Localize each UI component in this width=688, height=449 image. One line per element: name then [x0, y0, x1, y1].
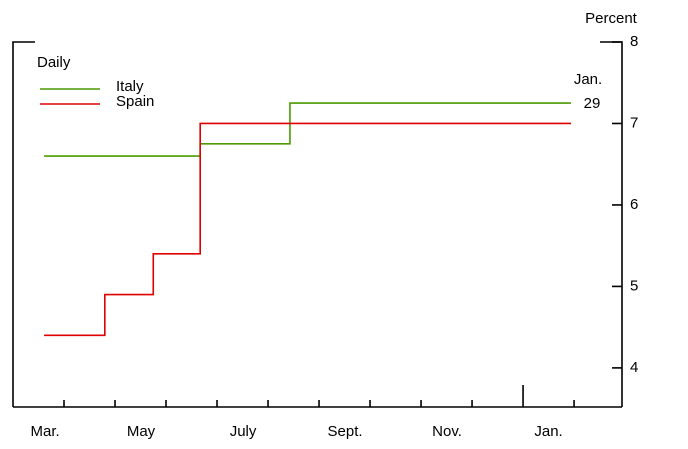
line [44, 102, 571, 157]
x-tick-label: Nov. [432, 423, 462, 440]
y-tick-label: 6 [630, 196, 638, 213]
y-tick-label: 5 [630, 277, 638, 294]
annotation: 29 [584, 95, 601, 112]
y-tick-label: 4 [630, 359, 638, 376]
annotation: Jan. [574, 71, 602, 88]
legend-label: Italy [116, 78, 144, 95]
y-axis-label: Percent [585, 10, 638, 27]
frame [12, 41, 623, 408]
x-tick-label: Jan. [534, 423, 562, 440]
y-tick-label: 7 [630, 114, 638, 131]
x-tick-label: July [230, 423, 257, 440]
legend-label: Spain [116, 93, 154, 110]
x-tick-label: Mar. [31, 423, 60, 440]
y-tick-label: 8 [630, 33, 638, 50]
legend-title: Daily [37, 54, 71, 71]
x-tick-label: Sept. [328, 423, 363, 440]
x-tick-label: May [127, 423, 156, 440]
line [44, 122, 571, 337]
